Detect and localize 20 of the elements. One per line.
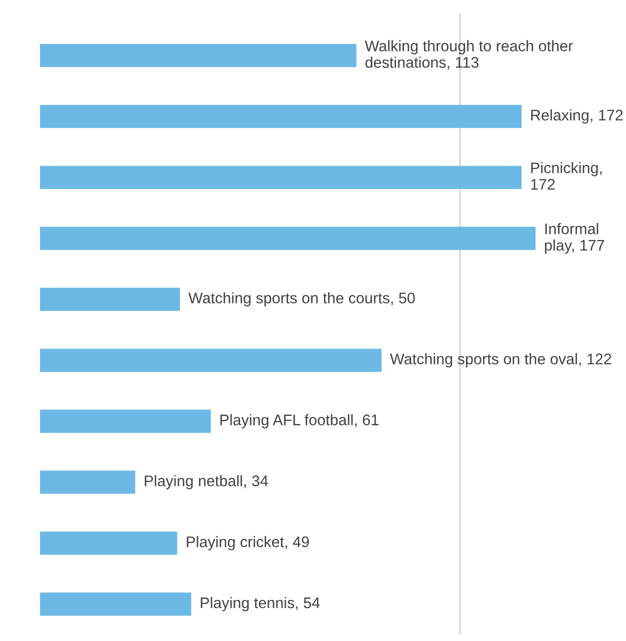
data-label: Playing cricket, 49 <box>186 536 309 550</box>
bar <box>40 410 211 433</box>
data-label: Playing netball, 34 <box>144 475 268 490</box>
bar <box>40 470 136 494</box>
data-label: Walking through to reach other destinations, 113 <box>364 40 573 70</box>
data-label: Picnicking, 172 <box>531 162 602 190</box>
data-label: Playing AFL football, 61 <box>220 414 378 428</box>
bar <box>40 348 382 372</box>
bar <box>40 104 522 128</box>
data-label: Watching sports on the oval, 122 <box>390 353 612 368</box>
bar <box>40 288 180 311</box>
bar <box>40 44 356 68</box>
data-label: Playing tennis, 54 <box>200 596 320 612</box>
data-label: Relaxing, 172 <box>531 109 623 124</box>
bar <box>40 226 536 250</box>
bar <box>40 166 522 189</box>
bar <box>40 532 178 555</box>
data-label: Informal play, 177 <box>544 223 604 254</box>
bar <box>40 592 192 616</box>
data-label: Watching sports on the courts, 50 <box>188 292 415 306</box>
